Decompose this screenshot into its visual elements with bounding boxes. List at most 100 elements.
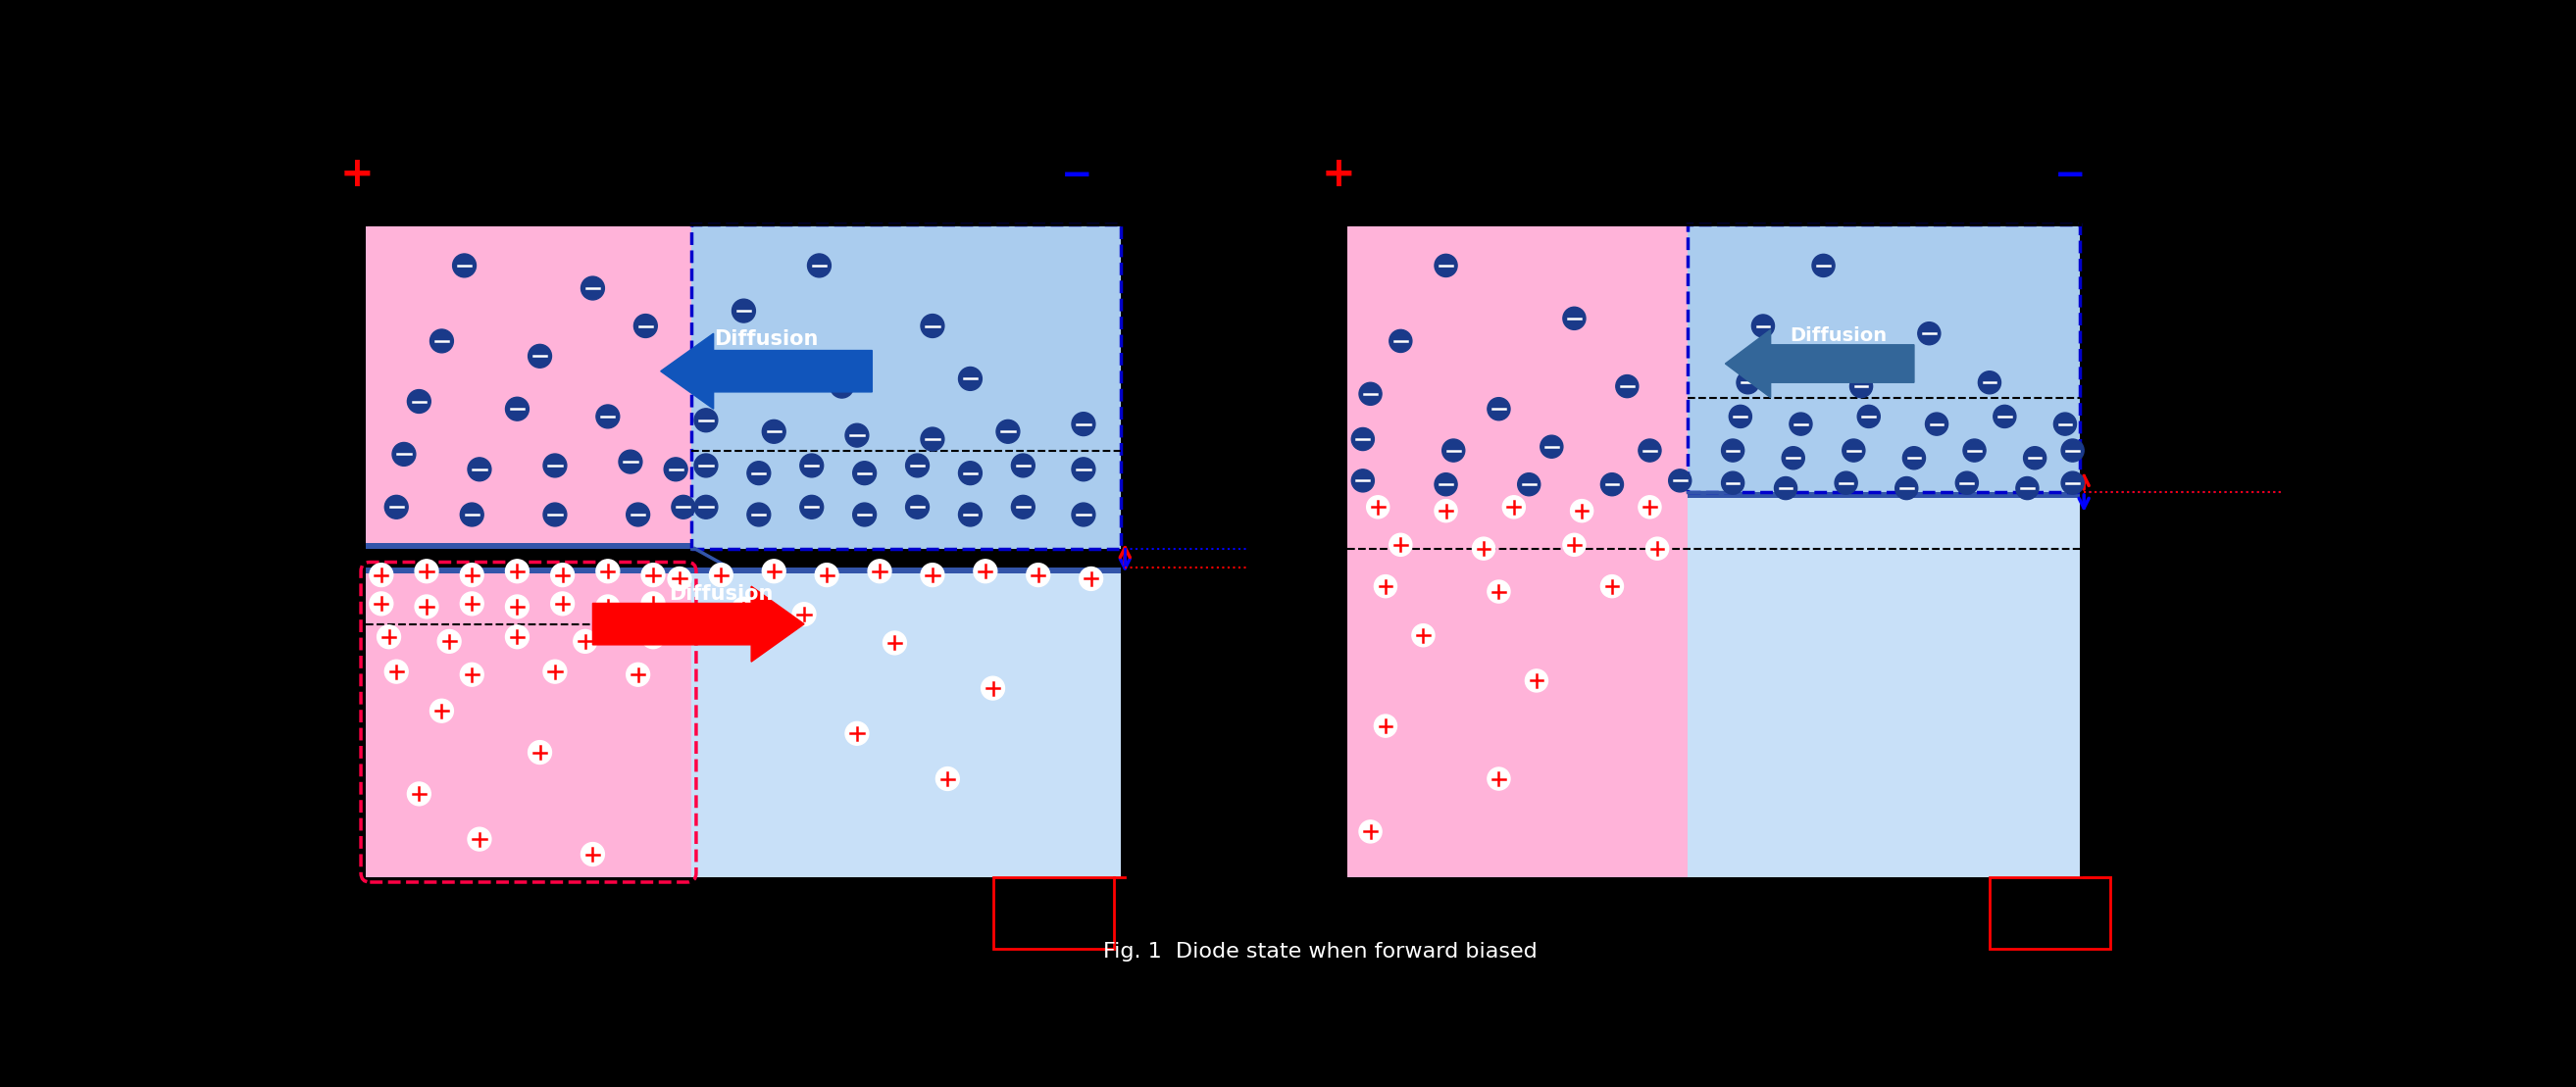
Bar [1687, 492, 2081, 877]
Circle shape [1963, 439, 1986, 462]
Circle shape [505, 625, 528, 649]
Circle shape [1955, 472, 1978, 495]
Text: −: − [2053, 157, 2087, 195]
Bar [1687, 492, 2081, 498]
Bar [1989, 877, 2110, 949]
Circle shape [392, 442, 415, 466]
Circle shape [732, 299, 755, 323]
Circle shape [469, 827, 492, 851]
Bar [1687, 224, 2081, 492]
Circle shape [958, 461, 981, 485]
Circle shape [1360, 383, 1381, 405]
Circle shape [1525, 670, 1548, 692]
Circle shape [461, 663, 484, 686]
Circle shape [1435, 254, 1458, 277]
Circle shape [1978, 371, 2002, 393]
Circle shape [829, 375, 853, 398]
Circle shape [1486, 580, 1510, 603]
Circle shape [641, 563, 665, 587]
Circle shape [2017, 477, 2038, 500]
Circle shape [376, 625, 399, 649]
Circle shape [1752, 314, 1775, 337]
Circle shape [430, 329, 453, 352]
Circle shape [868, 560, 891, 583]
Circle shape [407, 783, 430, 805]
Circle shape [853, 461, 876, 485]
Circle shape [1079, 567, 1103, 590]
Circle shape [544, 660, 567, 684]
Circle shape [626, 503, 649, 526]
Circle shape [920, 314, 945, 338]
Circle shape [1072, 412, 1095, 436]
Circle shape [1564, 534, 1587, 557]
Circle shape [407, 389, 430, 413]
Text: +: + [1321, 154, 1355, 195]
Circle shape [1783, 447, 1806, 470]
Bar [1347, 492, 1687, 877]
Text: Diffusion: Diffusion [670, 584, 773, 603]
Circle shape [958, 367, 981, 390]
Bar [690, 567, 1121, 574]
Circle shape [801, 454, 824, 477]
Circle shape [1728, 405, 1752, 428]
Circle shape [1352, 428, 1373, 450]
Circle shape [528, 740, 551, 764]
Circle shape [595, 404, 618, 428]
Circle shape [1435, 500, 1458, 522]
Circle shape [505, 560, 528, 583]
Circle shape [641, 592, 665, 615]
Circle shape [1571, 500, 1592, 522]
Circle shape [1368, 496, 1388, 518]
Circle shape [1072, 458, 1095, 482]
Circle shape [528, 345, 551, 367]
Circle shape [1564, 307, 1587, 329]
Text: +: + [340, 154, 374, 195]
Bar [690, 224, 1121, 549]
Circle shape [469, 458, 492, 482]
Circle shape [667, 567, 690, 590]
Circle shape [1736, 371, 1759, 393]
Bar [992, 877, 1113, 949]
Circle shape [368, 563, 394, 587]
Circle shape [1646, 537, 1669, 560]
Circle shape [595, 595, 618, 619]
Circle shape [1834, 472, 1857, 495]
FancyArrow shape [592, 586, 804, 662]
Circle shape [907, 454, 930, 477]
Circle shape [461, 592, 484, 615]
Bar [366, 567, 690, 877]
Circle shape [2025, 447, 2045, 470]
Circle shape [1072, 503, 1095, 526]
Circle shape [1388, 534, 1412, 557]
Text: Diffusion: Diffusion [1790, 326, 1888, 345]
Text: Fig. 1  Diode state when forward biased: Fig. 1 Diode state when forward biased [1103, 941, 1538, 961]
FancyArrow shape [1726, 329, 1914, 398]
Bar [366, 542, 690, 549]
Circle shape [1486, 767, 1510, 790]
Circle shape [634, 314, 657, 338]
Circle shape [415, 595, 438, 619]
Circle shape [2061, 472, 2084, 495]
Circle shape [732, 597, 755, 621]
Circle shape [626, 663, 649, 686]
Text: Diffusion: Diffusion [714, 329, 819, 349]
Circle shape [997, 420, 1020, 443]
Circle shape [801, 496, 824, 518]
Circle shape [1412, 624, 1435, 647]
Circle shape [672, 496, 696, 518]
Circle shape [1721, 472, 1744, 495]
Circle shape [1473, 537, 1494, 560]
Circle shape [696, 454, 719, 477]
Circle shape [958, 503, 981, 526]
Circle shape [762, 420, 786, 443]
Circle shape [384, 496, 407, 518]
Circle shape [1850, 375, 1873, 398]
Circle shape [1373, 714, 1396, 737]
Circle shape [1025, 563, 1051, 587]
Circle shape [1896, 477, 1917, 500]
Circle shape [1600, 473, 1623, 496]
Circle shape [544, 454, 567, 477]
Circle shape [544, 503, 567, 526]
Circle shape [845, 722, 868, 746]
Circle shape [1917, 322, 1940, 345]
